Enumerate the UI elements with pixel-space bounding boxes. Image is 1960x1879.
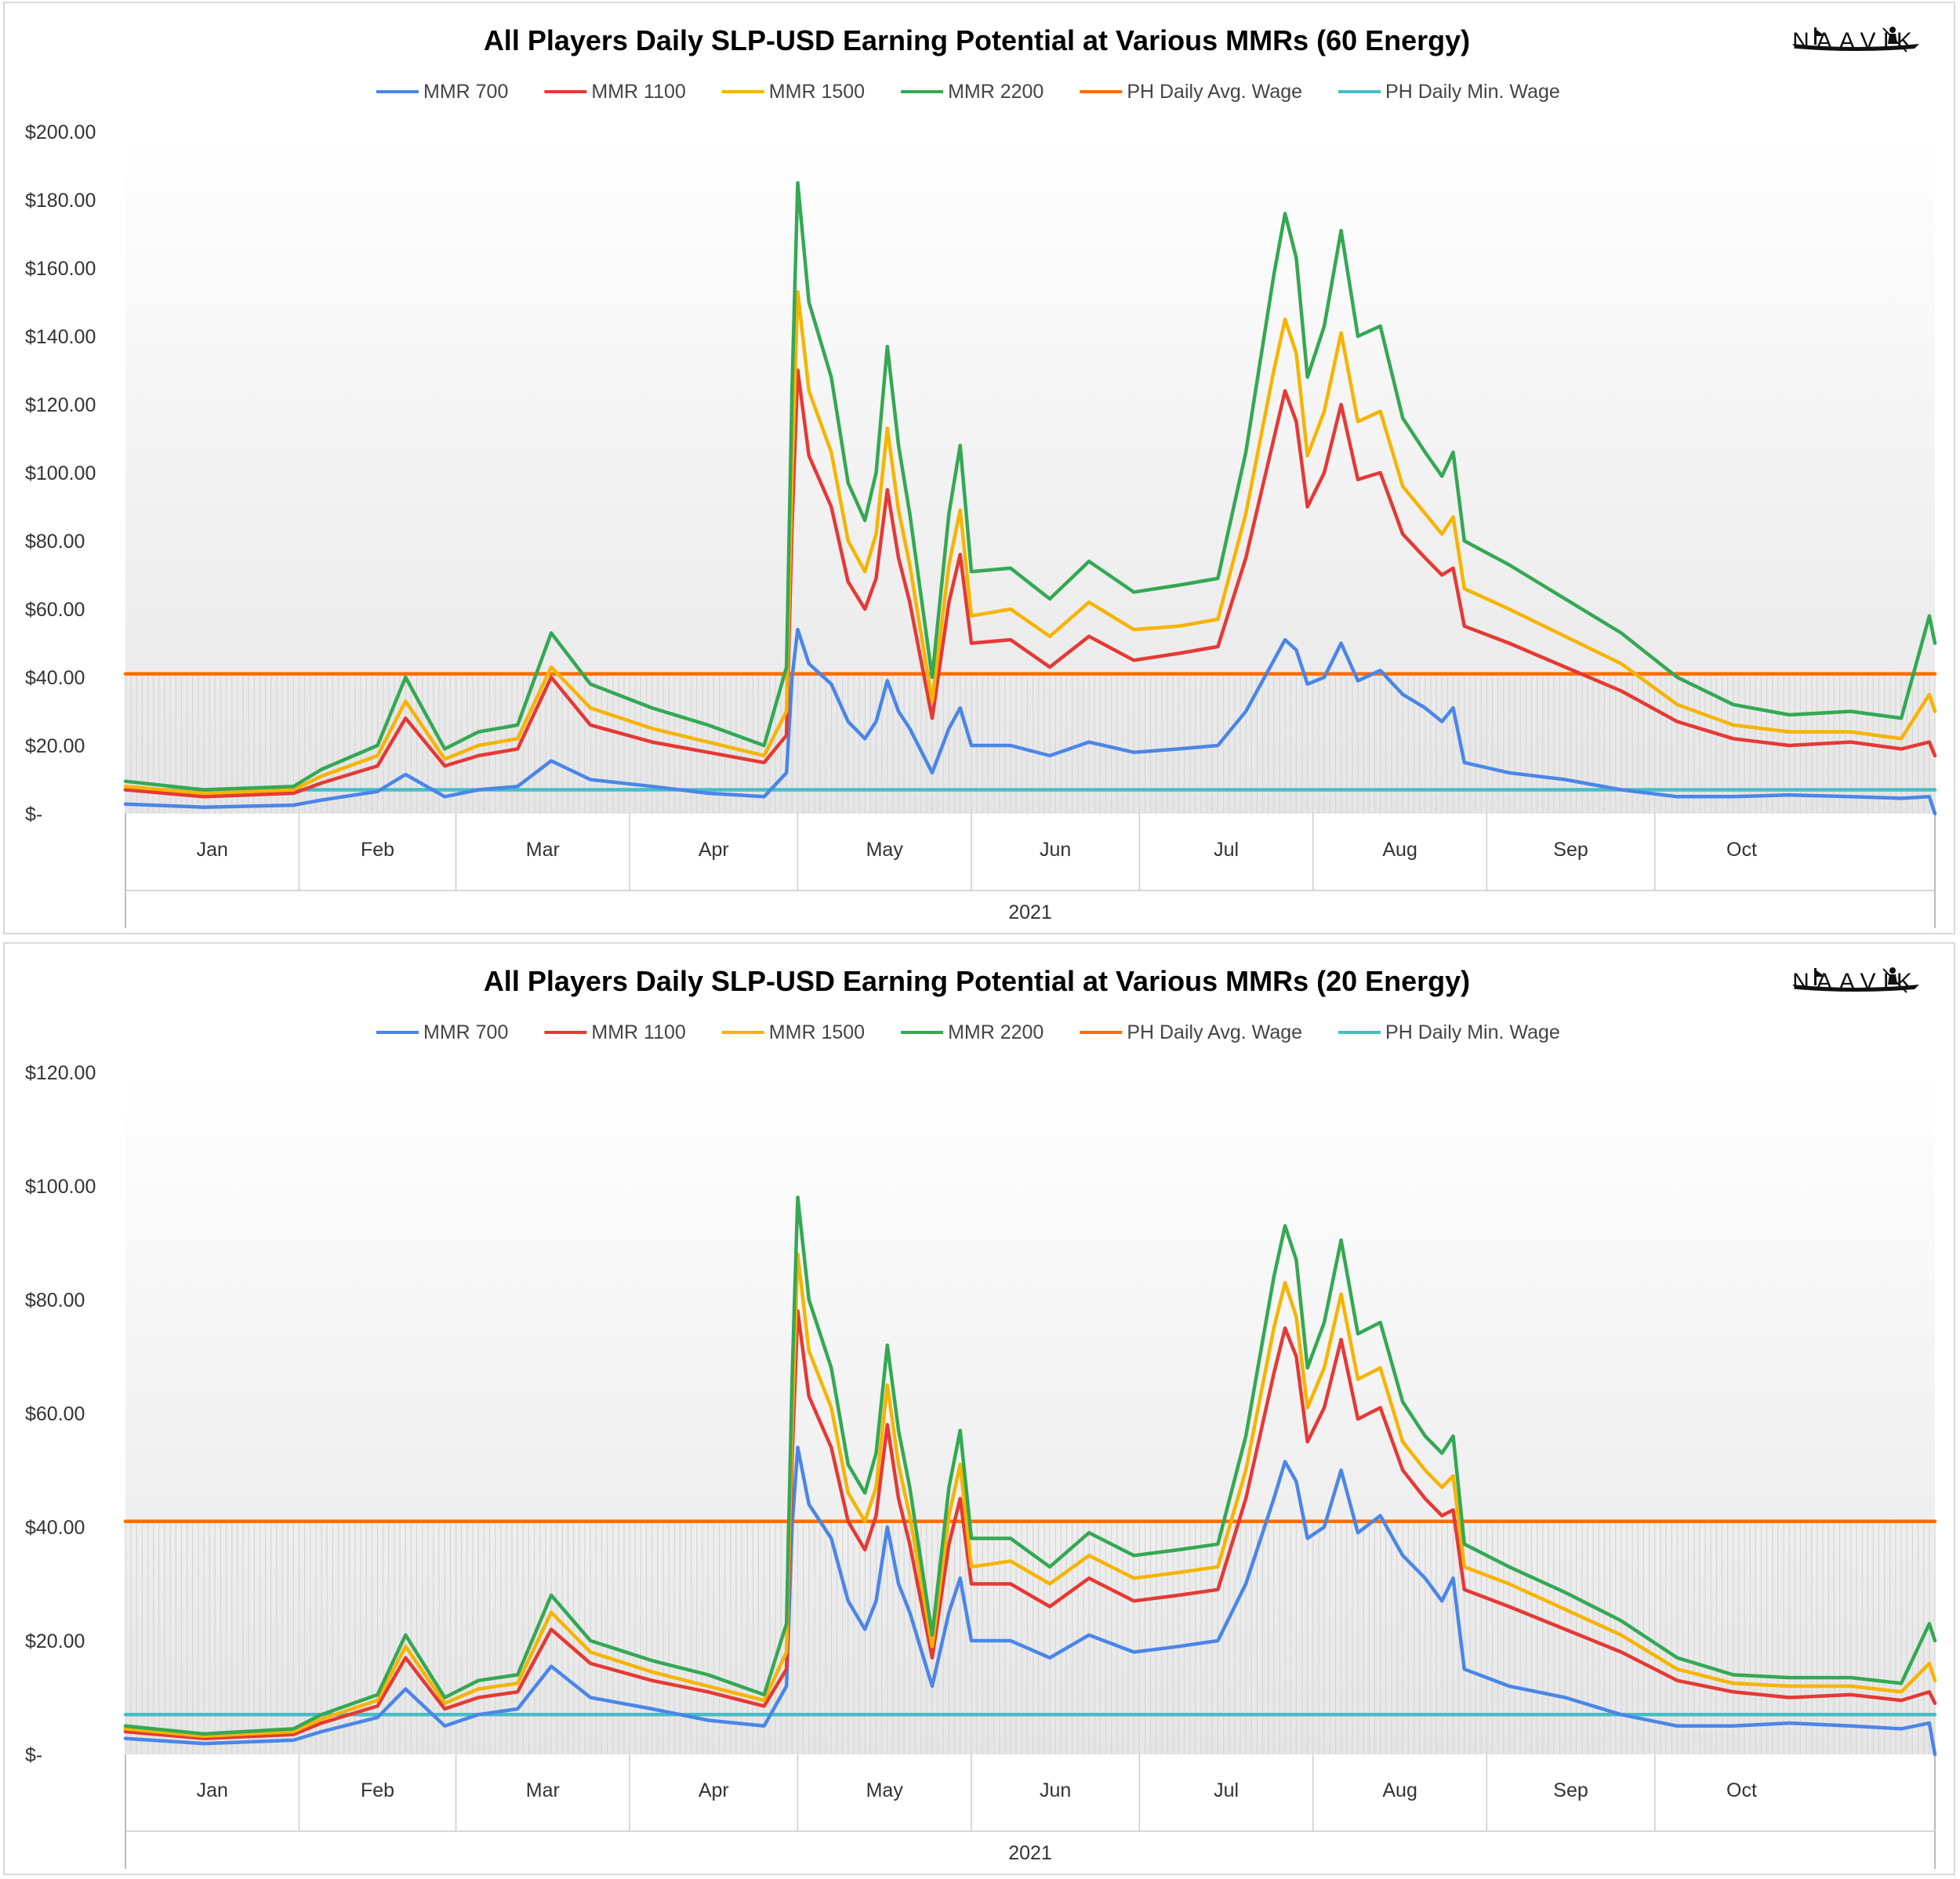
x-tick-label: Sep xyxy=(1553,1779,1588,1801)
x-tick-label: Apr xyxy=(699,1779,729,1801)
y-tick-label: $20.00 xyxy=(25,1631,85,1652)
chart-title: All Players Daily SLP-USD Earning Potent… xyxy=(484,965,1470,997)
legend-label: MMR 1100 xyxy=(591,81,685,103)
legend-item: PH Daily Min. Wage xyxy=(1338,81,1560,103)
x-tick-label: Jul xyxy=(1214,1779,1239,1801)
legend-label: MMR 1500 xyxy=(769,1021,865,1043)
x-tick-label: Jun xyxy=(1040,839,1071,861)
x-year-label: 2021 xyxy=(1008,1842,1052,1864)
naavik-logo: NAAVIK xyxy=(1789,25,1922,55)
y-tick-label: $120.00 xyxy=(25,1062,96,1084)
legend-item: MMR 1100 xyxy=(544,1021,686,1043)
y-tick-label: $- xyxy=(25,1744,42,1766)
plot-area xyxy=(125,132,1935,814)
x-tick-label: Jun xyxy=(1040,1779,1071,1801)
legend-item: PH Daily Min. Wage xyxy=(1338,1021,1560,1043)
chart-svg-20-energy: All Players Daily SLP-USD Earning Potent… xyxy=(25,965,1937,1869)
chart-panel-60-energy: All Players Daily SLP-USD Earning Potent… xyxy=(3,2,1955,934)
y-tick-label: $40.00 xyxy=(25,1517,85,1539)
series-line xyxy=(123,1195,1937,1736)
y-tick-label: $20.00 xyxy=(25,735,85,757)
x-tick-label: Feb xyxy=(361,839,394,861)
series-line xyxy=(123,290,1937,796)
y-tick-label: $60.00 xyxy=(25,599,85,621)
x-tick-label: Apr xyxy=(699,839,729,861)
legend-label: MMR 700 xyxy=(423,1021,508,1043)
x-tick-label: Jan xyxy=(197,839,228,861)
y-tick-label: $180.00 xyxy=(25,190,96,212)
boat-rower-icon xyxy=(1792,27,1919,53)
legend-label: PH Daily Avg. Wage xyxy=(1127,81,1302,103)
series-line xyxy=(123,1309,1937,1740)
legend-label: PH Daily Avg. Wage xyxy=(1127,1021,1302,1043)
series-line xyxy=(123,627,1937,816)
y-tick-label: $200.00 xyxy=(25,122,96,143)
legend-item: MMR 700 xyxy=(376,81,508,103)
x-year-label: 2021 xyxy=(1008,901,1052,923)
x-tick-label: Mar xyxy=(526,839,560,861)
x-tick-label: May xyxy=(866,1779,904,1801)
x-tick-label: Jul xyxy=(1214,839,1239,861)
y-tick-label: $80.00 xyxy=(25,1290,85,1311)
x-tick-label: May xyxy=(866,839,904,861)
x-tick-label: Aug xyxy=(1382,839,1417,861)
legend-label: MMR 2200 xyxy=(948,81,1044,103)
y-tick-label: $140.00 xyxy=(25,326,96,348)
x-tick-label: Oct xyxy=(1726,1779,1757,1801)
x-tick-label: Jan xyxy=(197,1779,228,1801)
legend-label: MMR 2200 xyxy=(948,1021,1044,1043)
x-tick-label: Oct xyxy=(1726,839,1757,861)
y-tick-label: $80.00 xyxy=(25,531,85,553)
series-line xyxy=(123,1252,1937,1739)
chart-panel-20-energy: All Players Daily SLP-USD Earning Potent… xyxy=(3,942,1955,1875)
legend-item: MMR 2200 xyxy=(901,81,1044,103)
y-tick-label: $60.00 xyxy=(25,1403,85,1425)
x-tick-label: Aug xyxy=(1382,1779,1417,1801)
legend-label: MMR 1500 xyxy=(769,81,865,103)
legend-item: MMR 700 xyxy=(376,1021,508,1043)
y-tick-label: $100.00 xyxy=(25,462,96,484)
series-line xyxy=(123,181,1937,792)
y-tick-label: $120.00 xyxy=(25,394,96,416)
chart-title: All Players Daily SLP-USD Earning Potent… xyxy=(484,24,1470,56)
series-line xyxy=(123,368,1937,799)
legend-item: PH Daily Avg. Wage xyxy=(1080,1021,1302,1043)
x-tick-label: Feb xyxy=(361,1779,394,1801)
y-tick-label: $- xyxy=(25,803,42,825)
daily-gridlines xyxy=(125,673,1936,814)
series-line xyxy=(123,1446,1937,1757)
legend-label: PH Daily Min. Wage xyxy=(1385,81,1560,103)
legend-label: MMR 700 xyxy=(423,81,508,103)
legend-item: MMR 1500 xyxy=(721,81,865,103)
boat-rower-icon xyxy=(1792,967,1919,993)
legend-label: PH Daily Min. Wage xyxy=(1385,1021,1560,1043)
y-tick-label: $100.00 xyxy=(25,1176,96,1198)
chart-svg-60-energy: All Players Daily SLP-USD Earning Potent… xyxy=(25,24,1937,928)
legend-item: MMR 1100 xyxy=(544,81,686,103)
legend-label: MMR 1100 xyxy=(591,1021,685,1043)
legend-item: MMR 2200 xyxy=(901,1021,1044,1043)
x-tick-label: Mar xyxy=(526,1779,560,1801)
y-tick-label: $160.00 xyxy=(25,258,96,280)
naavik-logo: NAAVIK xyxy=(1789,966,1922,996)
legend-item: MMR 1500 xyxy=(721,1021,865,1043)
x-tick-label: Sep xyxy=(1553,839,1588,861)
y-tick-label: $40.00 xyxy=(25,667,85,689)
legend-item: PH Daily Avg. Wage xyxy=(1080,81,1302,103)
